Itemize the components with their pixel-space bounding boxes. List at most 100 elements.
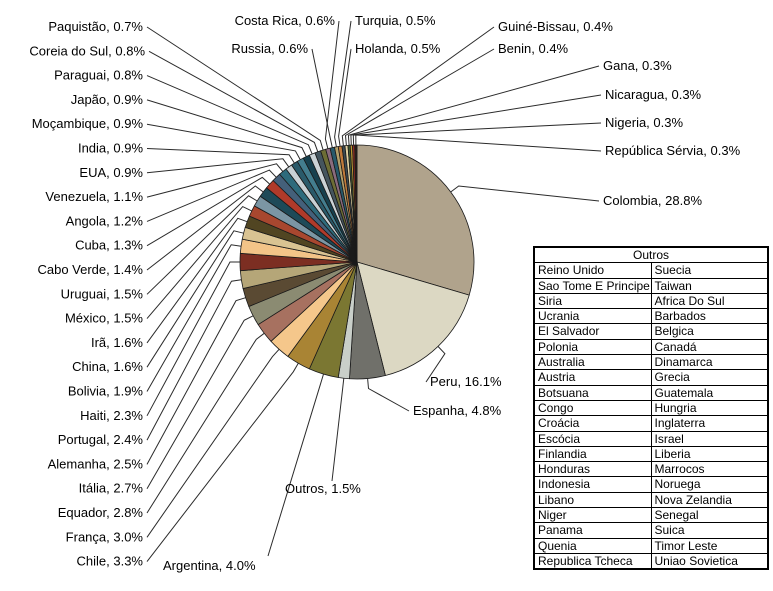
leader-line-italia [146, 315, 254, 489]
outros-table-row: Siria Africa Do Sul [533, 292, 769, 310]
leader-line-coreia-do-sul [148, 50, 319, 152]
outros-table-row: Escócia Israel [533, 430, 769, 447]
outros-table-cell: Hungria [650, 399, 769, 417]
outros-table-cell: Congo [533, 399, 652, 417]
slice-label-ira: Irã, 1.6% [91, 335, 143, 350]
slice-label-turquia: Turquia, 0.5% [355, 13, 436, 28]
pie-slices [239, 144, 475, 380]
slice-label-china: China, 1.6% [72, 359, 143, 374]
outros-table-row: Botsuana Guatemala [533, 384, 769, 401]
leader-line-costa-rica [324, 20, 340, 149]
slice-label-haiti: Haiti, 2.3% [80, 408, 143, 423]
leader-line-argentina [267, 373, 324, 557]
slice-label-nicaragua: Nicaragua, 0.3% [605, 87, 702, 102]
leader-line-benin [344, 48, 495, 146]
slice-label-angola: Angola, 1.2% [66, 213, 144, 228]
outros-table-row: Polonia Canadá [533, 338, 769, 356]
leader-line-paraguai [146, 75, 313, 155]
leader-line-republica-servia [355, 134, 602, 152]
slice-label-portugal: Portugal, 2.4% [58, 432, 144, 447]
leader-line-nicaragua [350, 94, 602, 146]
outros-table-cell: Dinamarca [650, 354, 769, 371]
leader-line-gana [347, 65, 600, 146]
outros-table-cell: Israel [650, 430, 769, 447]
outros-table-cell: Noruega [650, 476, 769, 493]
slice-label-uruguai: Uruguai, 1.5% [61, 286, 144, 301]
outros-table-cell: Finlandia [533, 445, 652, 463]
slice-label-outros: Outros, 1.5% [285, 481, 361, 496]
slice-label-holanda: Holanda, 0.5% [355, 41, 441, 56]
slice-label-cuba: Cuba, 1.3% [75, 238, 143, 253]
leader-line-franca [146, 348, 280, 538]
outros-table-cell: Reino Unido [533, 262, 652, 279]
outros-table-row: Indonesia Noruega [533, 476, 769, 493]
slice-labels: Colombia, 28.8% Peru, 16.1% Espanha, 4.8% O… [29, 13, 740, 573]
slice-label-mexico: México, 1.5% [65, 311, 143, 326]
slice-label-bolivia: Bolivia, 1.9% [68, 384, 144, 399]
outros-table-row: Australia Dinamarca [533, 354, 769, 371]
outros-table-cell: Barbados [650, 308, 769, 325]
leader-line-guine-bissau [341, 26, 495, 146]
slice-label-alemanha: Alemanha, 2.5% [48, 456, 144, 471]
outros-table-cell: Sao Tome E Principe [533, 277, 652, 294]
slice-label-guine-bissau: Guiné-Bissau, 0.4% [498, 19, 613, 34]
outros-table-row: Ucrania Barbados [533, 308, 769, 325]
leader-line-holanda [338, 48, 352, 147]
outros-table-cell: Guatemala [650, 384, 769, 401]
outros-table-row: Panama Suica [533, 522, 769, 539]
outros-table-row: Finlandia Liberia [533, 445, 769, 463]
outros-table-cell: Libano [533, 491, 652, 509]
outros-table-cell: Grecia [650, 369, 769, 386]
leader-line-mocambique [146, 123, 301, 160]
slice-label-peru: Peru, 16.1% [430, 374, 502, 389]
slice-label-cabo-verde: Cabo Verde, 1.4% [37, 262, 143, 277]
outros-table-cell: El Salvador [533, 323, 652, 340]
outros-table-cell: Suica [650, 522, 769, 539]
slice-label-argentina: Argentina, 4.0% [163, 558, 256, 573]
outros-table-row: El Salvador Belgica [533, 323, 769, 340]
slice-label-italia: Itália, 2.7% [79, 481, 144, 496]
outros-table-row: Republica Tcheca Uniao Sovietica [533, 552, 769, 570]
outros-table-cell: Croácia [533, 415, 652, 432]
slice-label-japao: Japão, 0.9% [71, 92, 144, 107]
outros-table-cell: Taiwan [650, 277, 769, 294]
outros-table-cell: Nova Zelandia [650, 491, 769, 509]
leader-line-bolivia [146, 244, 242, 392]
slice-label-mocambique: Moçambique, 0.9% [32, 116, 144, 131]
slice-label-equador: Equador, 2.8% [58, 505, 144, 520]
outros-table-row: Sao Tome E Principe Taiwan [533, 277, 769, 294]
leader-line-turquia [334, 20, 352, 147]
slice-label-republica-servia: República Sérvia, 0.3% [605, 143, 741, 158]
leader-line-japao [146, 99, 307, 157]
pie-slice-colombia [356, 144, 475, 296]
slice-label-benin: Benin, 0.4% [498, 41, 569, 56]
slice-label-franca: França, 3.0% [66, 529, 144, 544]
leader-line-peru [425, 346, 446, 383]
slice-label-india: India, 0.9% [78, 141, 143, 156]
leader-line-india [146, 148, 295, 164]
outros-table-cell: Botsuana [533, 384, 652, 401]
slice-label-colombia: Colombia, 28.8% [603, 193, 702, 208]
outros-table-cell: Republica Tcheca [533, 552, 652, 570]
leader-line-eua [146, 158, 290, 174]
outros-table-cell: Escócia [533, 430, 652, 447]
outros-table-cell: Siria [533, 292, 652, 310]
leader-line-angola [146, 169, 277, 222]
leader-line-alemanha [146, 297, 246, 465]
slice-label-espanha: Espanha, 4.8% [413, 403, 502, 418]
outros-table-cell: Timor Leste [650, 537, 769, 554]
slice-label-nigeria: Nigeria, 0.3% [605, 115, 683, 130]
leader-line-ira [146, 217, 248, 344]
leader-line-portugal [146, 279, 242, 441]
leader-lines [146, 20, 602, 562]
pie-slice-republica-servia [354, 144, 358, 263]
leader-line-espanha [367, 378, 410, 412]
outros-table-cell: Ucrania [533, 308, 652, 325]
leader-line-venezuela [146, 163, 284, 198]
outros-table-cell: Honduras [533, 461, 652, 478]
leader-line-colombia [450, 185, 600, 202]
outros-table-row: Reino Unido Suecia [533, 262, 769, 279]
leader-line-uruguai [146, 195, 258, 295]
